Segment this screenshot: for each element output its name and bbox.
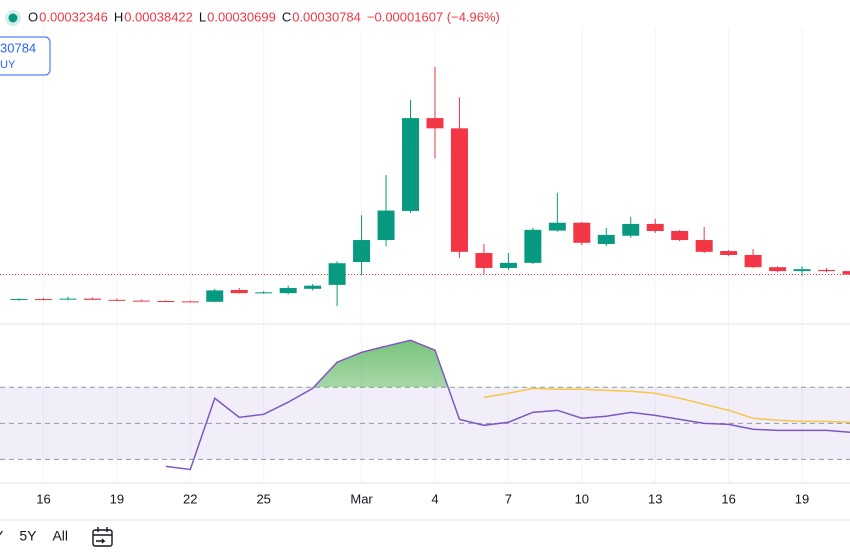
x-tick-label: 22	[183, 491, 197, 506]
candle-body	[402, 118, 420, 211]
ohlc-value: 0.00038422	[124, 9, 193, 24]
series-line	[483, 387, 850, 423]
candle-body	[646, 223, 664, 231]
candle-body	[548, 222, 566, 231]
candle-body	[720, 251, 738, 255]
ohlc-value: 0.00030784	[292, 9, 361, 24]
x-tick-label: 19	[795, 491, 809, 506]
candle-body	[279, 288, 297, 294]
x-tick-label: 19	[110, 491, 124, 506]
x-tick-label: 10	[575, 491, 589, 506]
candle-body	[475, 253, 493, 268]
x-tick-label: Mar	[350, 491, 373, 506]
candle-body	[157, 301, 175, 303]
candle-body	[524, 229, 542, 263]
candle-body	[83, 298, 101, 300]
price-badge[interactable]	[0, 36, 51, 76]
x-tick-label: 13	[648, 491, 662, 506]
candle-body	[842, 271, 850, 275]
ohlc-value: 0.00032346	[39, 9, 108, 24]
ohlc-label: L	[199, 9, 206, 24]
candle-body	[304, 285, 322, 289]
candle-body	[769, 267, 787, 272]
change-value: −0.00001607 (−4.96%)	[367, 9, 500, 24]
candle-body	[206, 290, 224, 302]
candle-body	[622, 223, 640, 236]
ohlc-label: C	[282, 9, 291, 24]
x-tick-label: 16	[36, 491, 50, 506]
candle-body	[10, 299, 28, 301]
candle-body	[818, 269, 836, 272]
ohlc-label: H	[114, 9, 123, 24]
x-tick-label: 16	[721, 491, 735, 506]
candle-body	[353, 240, 371, 263]
ohlc-label: O	[28, 9, 38, 24]
candle-body	[793, 269, 811, 272]
candle-body	[597, 234, 615, 244]
candle-body	[328, 263, 346, 285]
x-tick-label: 7	[505, 491, 512, 506]
range-button[interactable]: All	[52, 528, 68, 544]
candle-body	[671, 230, 689, 241]
candle-body	[450, 128, 468, 252]
candle-body	[230, 289, 248, 294]
candle-body	[426, 118, 444, 129]
candle-body	[573, 222, 591, 243]
candle-body	[132, 300, 150, 302]
ohlc-value: 0.00030699	[207, 9, 276, 24]
badge-price: 30784	[0, 40, 36, 55]
series-line	[165, 339, 850, 471]
candle-body	[255, 292, 273, 294]
status-dot	[8, 13, 18, 23]
range-button[interactable]: Y	[0, 528, 4, 544]
candle-body	[181, 301, 199, 303]
calendar-icon[interactable]	[92, 527, 113, 547]
candle-body	[59, 298, 77, 300]
range-button[interactable]: 5Y	[19, 528, 37, 544]
candle-body	[695, 240, 713, 252]
badge-currency: UY	[0, 59, 16, 71]
x-tick-label: 4	[431, 491, 438, 506]
candle-body	[499, 262, 517, 268]
x-tick-label: 25	[256, 491, 270, 506]
candle-body	[108, 299, 126, 301]
candle-body	[744, 254, 762, 268]
overbought-fill	[313, 340, 449, 388]
candle-body	[34, 299, 52, 301]
candle-body	[377, 210, 395, 241]
